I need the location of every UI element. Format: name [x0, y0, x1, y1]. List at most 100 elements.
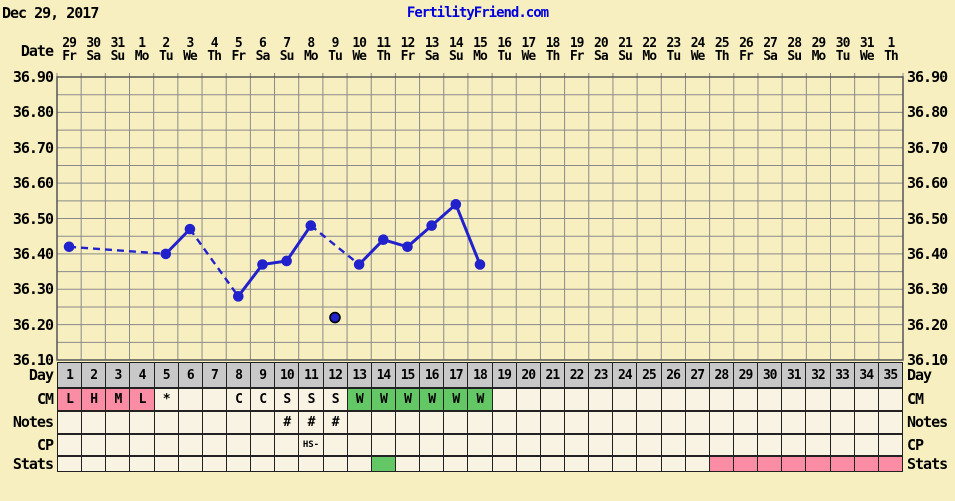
date-header-cell: 28 [787, 36, 802, 51]
day-cell-day-24[interactable]: 24 [613, 362, 638, 388]
day-cell-day-19[interactable]: 19 [492, 362, 517, 388]
plot-border [56, 76, 904, 361]
stats-cell-day-29 [733, 456, 759, 472]
notes-cell-day-32 [806, 411, 831, 434]
temp-point[interactable] [160, 248, 172, 260]
cm-cell-day-35 [878, 388, 903, 411]
cp-cell-day-13 [347, 434, 372, 456]
notes-cell-day-23 [589, 411, 614, 434]
stats-cell-day-16 [420, 456, 445, 472]
temp-point-discarded[interactable] [329, 311, 341, 324]
day-cell-day-6[interactable]: 6 [178, 362, 203, 388]
day-cell-day-9[interactable]: 9 [251, 362, 276, 388]
temp-point[interactable] [305, 220, 317, 231]
day-cell-day-7[interactable]: 7 [202, 362, 227, 388]
day-cell-day-3[interactable]: 3 [106, 362, 131, 388]
notes-cell-day-31 [782, 411, 807, 434]
temp-point[interactable] [402, 241, 413, 253]
day-cell-day-14[interactable]: 14 [371, 362, 396, 388]
day-cell-day-32[interactable]: 32 [806, 362, 831, 388]
cp-cell-day-4 [130, 434, 155, 456]
cp-cell-day-3 [106, 434, 131, 456]
temp-point[interactable] [426, 220, 437, 231]
day-cell-day-2[interactable]: 2 [82, 362, 107, 388]
cm-cell-day-1: L [58, 388, 83, 411]
day-cell-day-20[interactable]: 20 [516, 362, 541, 388]
day-cell-day-30[interactable]: 30 [758, 362, 783, 388]
day-cell-day-23[interactable]: 23 [589, 362, 614, 388]
weekday-header-cell: Su [279, 49, 295, 64]
date-header-cell: 24 [690, 36, 706, 51]
notes-cell-day-27 [685, 411, 710, 434]
day-cell-day-4[interactable]: 4 [130, 362, 155, 388]
temp-point[interactable] [281, 255, 292, 267]
stats-cell-day-11 [299, 456, 324, 472]
temp-point[interactable] [474, 259, 486, 270]
weekday-header-cell: Su [110, 49, 126, 64]
temp-point[interactable] [232, 291, 244, 302]
day-cell-day-35[interactable]: 35 [878, 362, 903, 388]
day-cell-day-8[interactable]: 8 [226, 362, 252, 388]
cm-row: L H M L * C C S S S W W W W W W [57, 388, 903, 411]
site-link[interactable]: FertilityFriend.com [406, 5, 549, 21]
temp-point[interactable] [257, 259, 268, 270]
row-label-stats-right: Stats [907, 455, 948, 473]
day-cell-day-31[interactable]: 31 [782, 362, 807, 388]
weekday-header-cell: Th [545, 49, 561, 64]
day-cell-day-29[interactable]: 29 [733, 362, 759, 388]
weekday-header-cell: Th [884, 49, 899, 64]
notes-cell-day-17 [444, 411, 469, 434]
temp-point[interactable] [63, 241, 75, 253]
day-cell-day-34[interactable]: 34 [854, 362, 879, 388]
weekday-header-cell: Mo [303, 49, 319, 64]
notes-cell-day-7 [202, 411, 227, 434]
cp-cell-day-21 [540, 434, 565, 456]
temp-point[interactable] [378, 234, 389, 246]
cm-cell-day-17: W [444, 388, 469, 411]
day-cell-day-22[interactable]: 22 [564, 362, 590, 388]
day-cell-day-10[interactable]: 10 [275, 362, 300, 388]
cp-cell-day-33 [830, 434, 855, 456]
notes-cell-day-6 [178, 411, 203, 434]
day-cell-day-33[interactable]: 33 [830, 362, 855, 388]
stats-cell-day-21 [540, 456, 565, 472]
day-cell-day-26[interactable]: 26 [661, 362, 686, 388]
row-label-cm: CM [36, 390, 54, 408]
weekday-header-cell: Su [618, 49, 633, 64]
stats-cell-day-31 [782, 456, 807, 472]
stats-cell-day-34 [854, 456, 879, 472]
day-cell-day-5[interactable]: 5 [154, 362, 179, 388]
day-cell-day-11[interactable]: 11 [299, 362, 324, 388]
day-cell-day-21[interactable]: 21 [540, 362, 565, 388]
cp-cell-day-27 [685, 434, 710, 456]
stats-cell-day-1 [58, 456, 83, 472]
stats-cell-day-24 [613, 456, 638, 472]
day-cell-day-13[interactable]: 13 [347, 362, 372, 388]
day-cell-day-27[interactable]: 27 [685, 362, 710, 388]
day-cell-day-1[interactable]: 1 [58, 362, 83, 388]
day-cell-day-18[interactable]: 18 [468, 362, 493, 388]
temp-point[interactable] [353, 259, 365, 270]
stats-cell-day-28 [709, 456, 734, 472]
day-cell-day-12[interactable]: 12 [323, 362, 348, 388]
stats-cell-day-27 [685, 456, 710, 472]
row-label-day-right: Day [907, 366, 932, 384]
cm-cell-day-7 [202, 388, 227, 411]
stats-cell-day-4 [130, 456, 155, 472]
cm-cell-day-18: W [468, 388, 493, 411]
notes-cell-day-33 [830, 411, 855, 434]
temp-point[interactable] [450, 199, 462, 210]
day-cell-day-28[interactable]: 28 [709, 362, 734, 388]
day-cell-day-25[interactable]: 25 [637, 362, 662, 388]
day-cell-day-16[interactable]: 16 [420, 362, 445, 388]
cp-cell-day-8 [226, 434, 252, 456]
day-cell-day-17[interactable]: 17 [444, 362, 469, 388]
stats-cell-day-15 [395, 456, 421, 472]
weekday-header-cell: Sa [86, 49, 101, 64]
cm-cell-day-33 [830, 388, 855, 411]
notes-cell-day-35 [878, 411, 903, 434]
notes-cell-day-30 [758, 411, 783, 434]
day-cell-day-15[interactable]: 15 [395, 362, 421, 388]
temp-line-solid [164, 228, 192, 255]
temp-point[interactable] [184, 223, 196, 235]
